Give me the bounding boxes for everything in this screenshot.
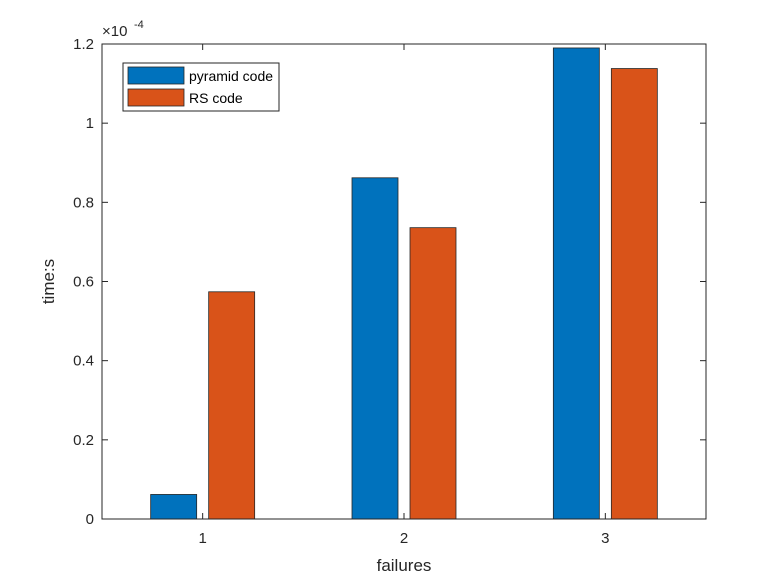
bars-group	[150, 47, 658, 520]
y-tick-label: 0.4	[73, 353, 94, 370]
y-tick-label: 0	[86, 511, 94, 528]
bar-rs-code-2	[409, 227, 457, 520]
bar-rs-code-1	[208, 291, 256, 520]
x-tick-label: 2	[400, 530, 408, 547]
y-axis-title: time:s	[39, 259, 58, 304]
y-tick-label: 0.6	[73, 274, 94, 291]
x-tick-label: 1	[198, 530, 206, 547]
y-tick-label: 1.2	[73, 36, 94, 53]
legend-label-pyramid-code: pyramid code	[189, 68, 273, 84]
bar-pyramid-code-2	[351, 177, 399, 520]
y-tick-label: 1	[86, 115, 94, 132]
x-axis-title: failures	[377, 556, 432, 575]
legend-swatch-pyramid-code	[127, 66, 185, 85]
y-exponent-power: -4	[134, 19, 144, 31]
bar-pyramid-code-3	[552, 47, 600, 520]
y-axis: 0 0.2 0.4 0.6 0.8 1 1.2	[73, 36, 706, 528]
bar-pyramid-code-1	[150, 494, 198, 520]
legend-label-rs-code: RS code	[189, 90, 243, 106]
y-tick-label: 0.2	[73, 432, 94, 449]
x-axis: 1 2 3	[198, 44, 610, 547]
legend-swatch-rs-code	[127, 88, 185, 107]
bar-rs-code-3	[610, 68, 658, 520]
legend: pyramid code RS code	[122, 62, 280, 112]
x-tick-label: 3	[601, 530, 609, 547]
y-tick-label: 0.8	[73, 194, 94, 211]
y-exponent-base: ×10	[102, 23, 127, 40]
